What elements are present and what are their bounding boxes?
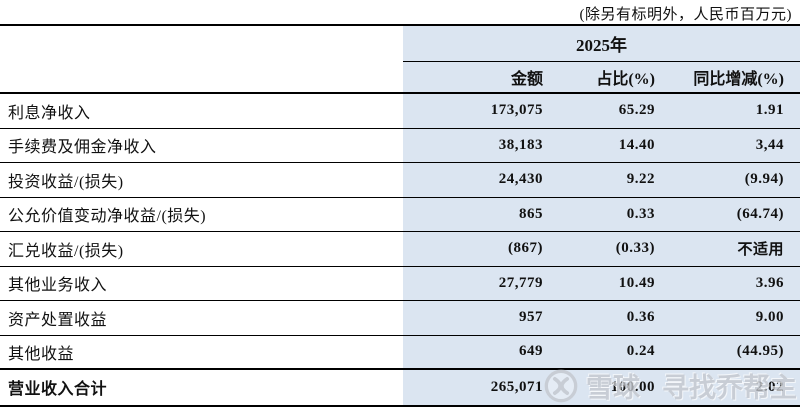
revenue-table: 2025年 金额 占比(%) 同比增减(%) 利息净收入 173,075 65.… <box>0 24 800 407</box>
yoy-cell: 3,44 <box>671 128 800 162</box>
yoy-cell: 1.91 <box>671 94 800 128</box>
row-label: 其他业务收入 <box>0 266 403 300</box>
table-row: 汇兑收益/(损失) (867) (0.33) 不适用 <box>0 232 800 267</box>
amount-cell: 265,071 <box>403 370 559 405</box>
currency-unit-note: (除另有标明外，人民币百万元) <box>579 7 792 23</box>
pct-cell: 9.22 <box>559 163 671 197</box>
table-row: 公允价值变动净收益/(损失) 865 0.33 (64.74) <box>0 197 800 232</box>
column-header-yoy: 同比增减(%) <box>671 62 800 92</box>
year-header-row: 2025年 <box>0 26 800 62</box>
yoy-cell: (44.95) <box>671 335 800 368</box>
yoy-cell: (9.94) <box>671 163 800 197</box>
yoy-cell: (64.74) <box>671 197 800 231</box>
amount-cell: 649 <box>403 335 559 368</box>
amount-cell: 38,183 <box>403 128 559 162</box>
row-label: 资产处置收益 <box>0 301 403 335</box>
pct-cell: 14.40 <box>559 128 671 162</box>
row-label: 汇兑收益/(损失) <box>0 232 403 266</box>
column-header-spacer <box>0 62 403 92</box>
table-row-total: 营业收入合计 265,071 100.00 2.02 <box>0 370 800 405</box>
yoy-cell: 2.02 <box>671 370 800 405</box>
yoy-cell: 3.96 <box>671 266 800 300</box>
table-row: 资产处置收益 957 0.36 9.00 <box>0 301 800 336</box>
row-label: 其他收益 <box>0 335 403 368</box>
amount-cell: 24,430 <box>403 163 559 197</box>
table-row: 其他业务收入 27,779 10.49 3.96 <box>0 266 800 301</box>
amount-cell: 27,779 <box>403 266 559 300</box>
pct-cell: 0.36 <box>559 301 671 335</box>
pct-cell: 100.00 <box>559 370 671 405</box>
row-label: 手续费及佣金净收入 <box>0 128 403 162</box>
row-label: 利息净收入 <box>0 94 403 128</box>
pct-cell: (0.33) <box>559 232 671 266</box>
amount-cell: 173,075 <box>403 94 559 128</box>
pct-cell: 0.33 <box>559 197 671 231</box>
table-row: 其他收益 649 0.24 (44.95) <box>0 335 800 370</box>
table-row: 利息净收入 173,075 65.29 1.91 <box>0 94 800 129</box>
yoy-cell: 9.00 <box>671 301 800 335</box>
year-header-spacer <box>0 26 403 62</box>
table-row: 投资收益/(损失) 24,430 9.22 (9.94) <box>0 163 800 198</box>
year-header: 2025年 <box>403 26 800 62</box>
column-header-pct: 占比(%) <box>559 62 671 92</box>
amount-cell: 865 <box>403 197 559 231</box>
column-header-amount: 金额 <box>403 62 559 92</box>
yoy-cell: 不适用 <box>671 232 800 266</box>
column-header-row: 金额 占比(%) 同比增减(%) <box>0 62 800 94</box>
row-label: 投资收益/(损失) <box>0 163 403 197</box>
table-row: 手续费及佣金净收入 38,183 14.40 3,44 <box>0 128 800 163</box>
row-label: 营业收入合计 <box>0 370 403 405</box>
amount-cell: (867) <box>403 232 559 266</box>
pct-cell: 10.49 <box>559 266 671 300</box>
pct-cell: 65.29 <box>559 94 671 128</box>
pct-cell: 0.24 <box>559 335 671 368</box>
amount-cell: 957 <box>403 301 559 335</box>
row-label: 公允价值变动净收益/(损失) <box>0 197 403 231</box>
